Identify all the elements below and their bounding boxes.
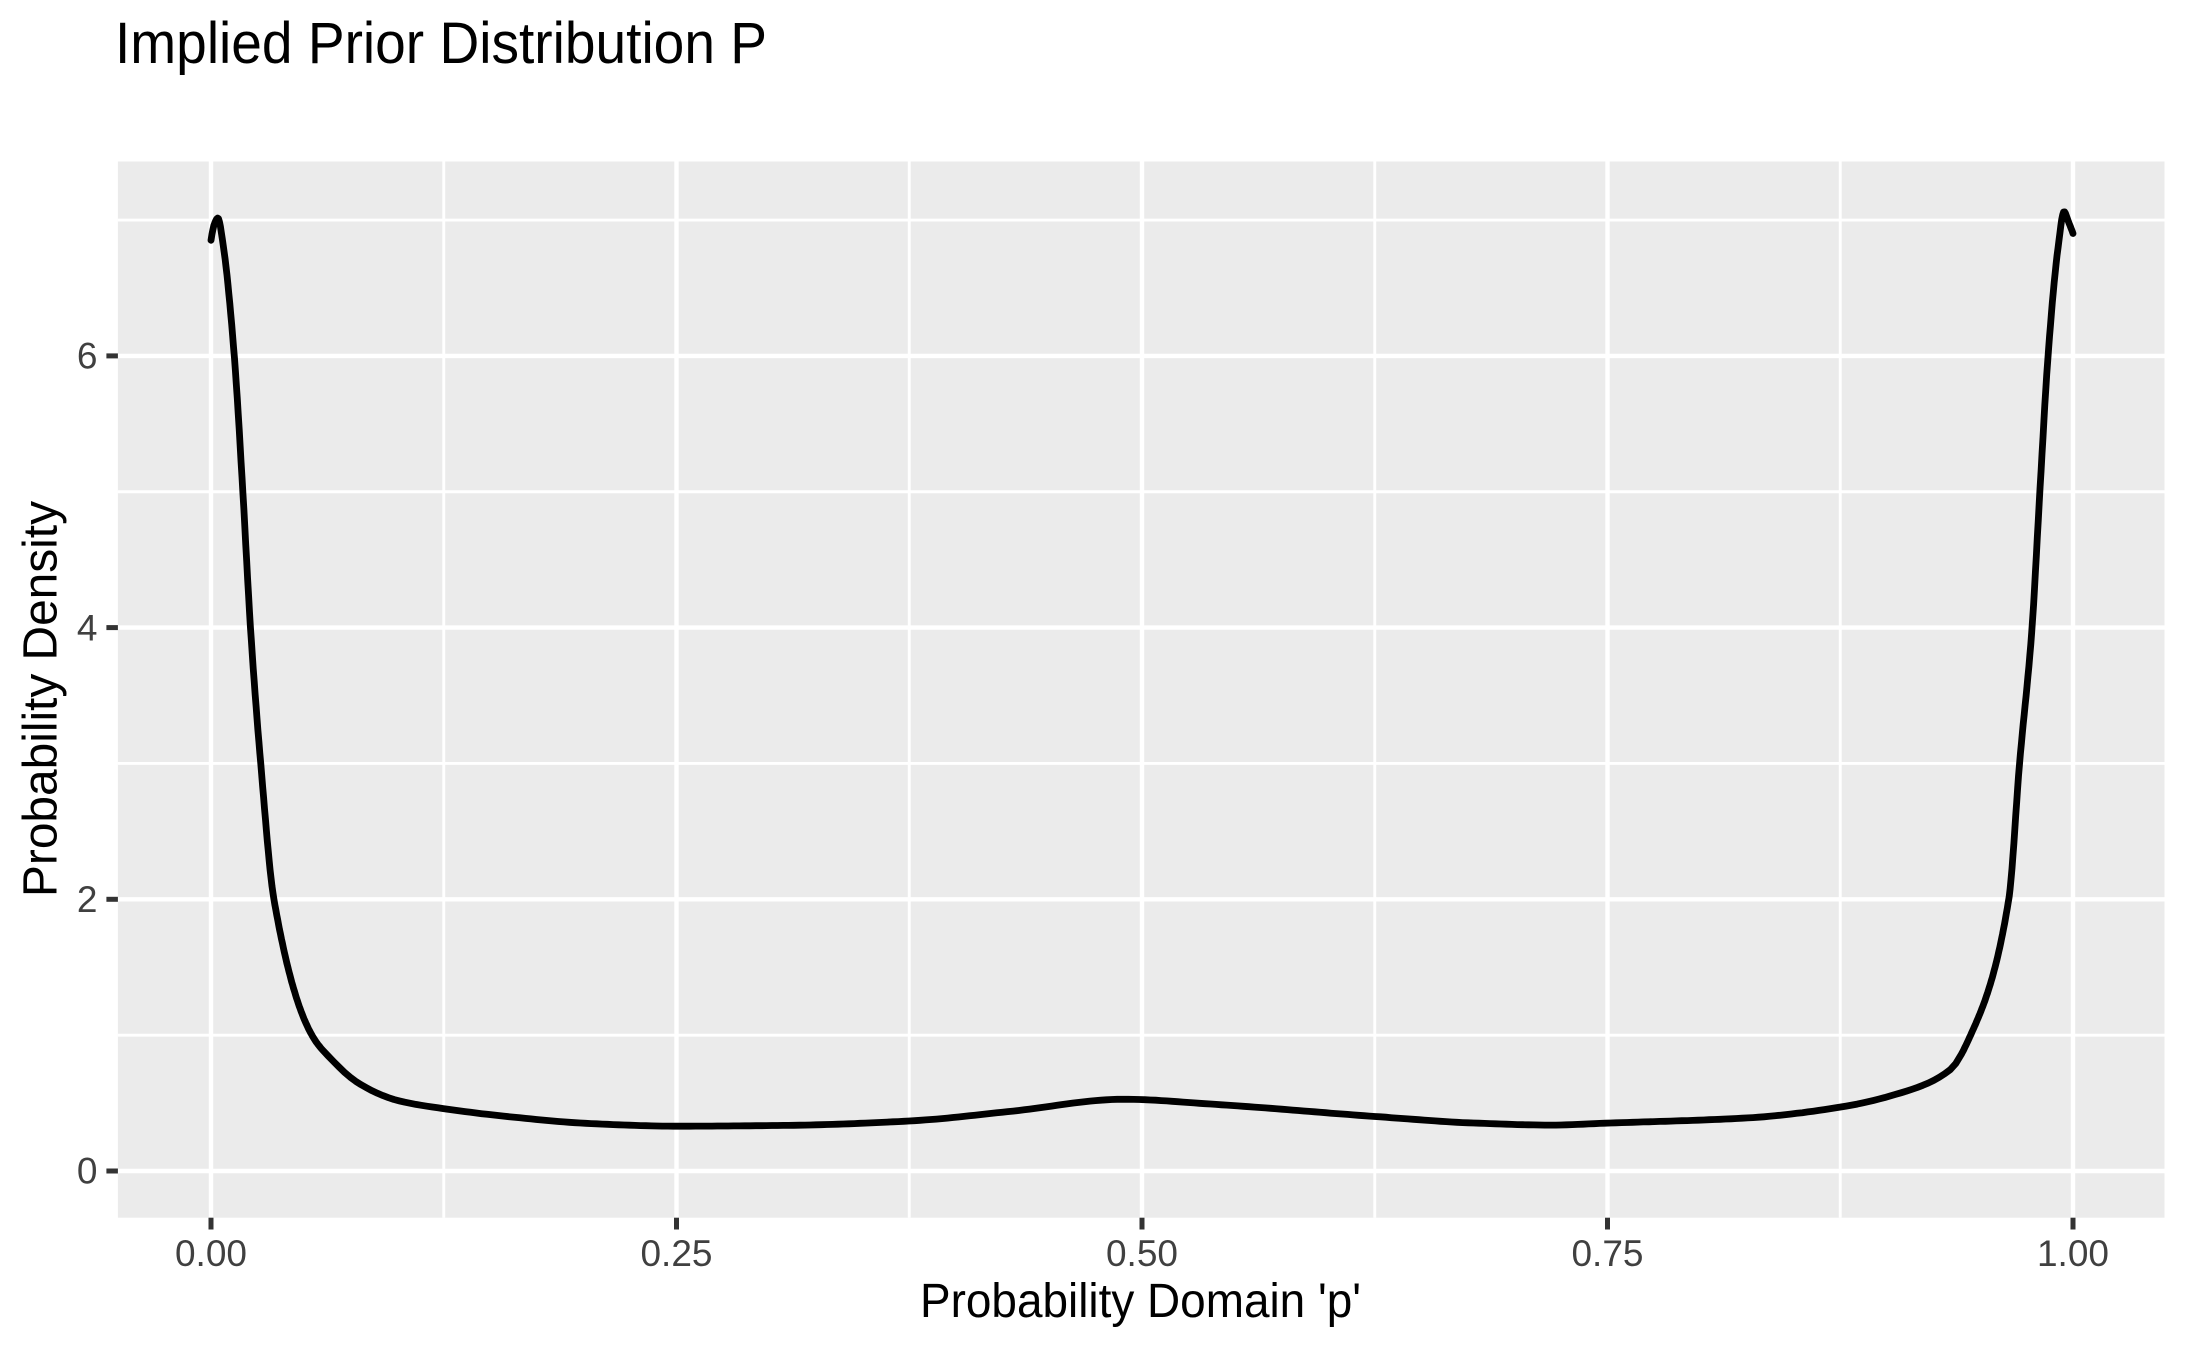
svg-text:0.75: 0.75 bbox=[1571, 1233, 1643, 1274]
svg-text:6: 6 bbox=[77, 336, 98, 377]
svg-text:0.50: 0.50 bbox=[1106, 1233, 1178, 1274]
svg-text:Implied Prior Distribution P: Implied Prior Distribution P bbox=[115, 11, 767, 76]
svg-text:2: 2 bbox=[77, 879, 98, 920]
svg-text:0.25: 0.25 bbox=[640, 1233, 712, 1274]
svg-text:Probability Density: Probability Density bbox=[14, 500, 68, 897]
svg-text:0.00: 0.00 bbox=[175, 1233, 247, 1274]
svg-text:0: 0 bbox=[77, 1151, 98, 1192]
svg-text:Probability Domain 'p': Probability Domain 'p' bbox=[920, 1274, 1361, 1328]
svg-text:4: 4 bbox=[77, 607, 98, 648]
svg-text:1.00: 1.00 bbox=[2037, 1233, 2109, 1274]
